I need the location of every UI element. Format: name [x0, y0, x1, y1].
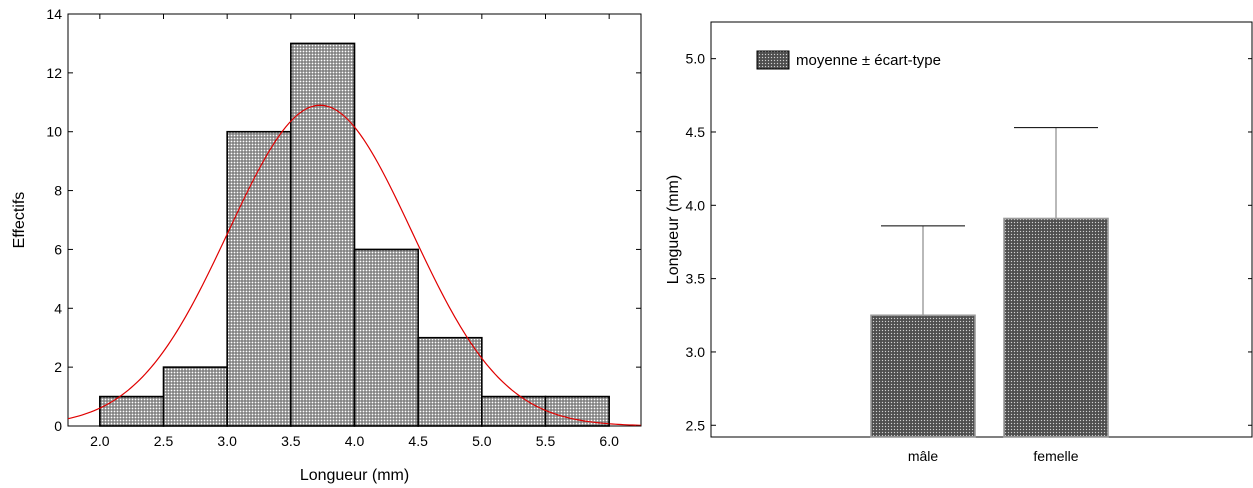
y-tick-label: 5.0: [686, 51, 706, 67]
y-tick-label: 4: [54, 300, 62, 316]
y-tick-label: 10: [46, 124, 62, 140]
x-tick-label: 2.0: [90, 433, 110, 449]
y-tick-label: 2: [54, 359, 62, 375]
mean-bar-chart: mâle femelle 2.5 3.0 3.5 4.0 4.5 5.0 moyenne ± é…: [665, 21, 1253, 464]
category-label: femelle: [1033, 448, 1078, 464]
y-tick-label: 6: [54, 241, 62, 257]
y-tick-label: 2.5: [686, 417, 706, 433]
histogram-bar: [226, 130, 292, 427]
y-tick-label: 14: [46, 6, 62, 22]
y-tick-label: 4.0: [686, 197, 706, 213]
plot-frame: [710, 21, 1253, 438]
histogram-bar: [99, 395, 165, 427]
y-axis-title: Effectifs: [11, 192, 28, 249]
y-axis-title: Longueur (mm): [665, 175, 682, 284]
y-tick-label: 0: [54, 418, 62, 434]
histogram-bar: [162, 366, 228, 427]
legend-label: moyenne ± écart-type: [796, 52, 941, 69]
mean-bar: [1003, 217, 1109, 438]
x-tick-label: 5.0: [472, 433, 492, 449]
histogram-bar: [353, 248, 419, 427]
histogram-bar: [290, 42, 356, 427]
y-tick-label: 12: [46, 65, 62, 81]
x-tick-label: 3.0: [217, 433, 237, 449]
x-tick-label: 3.5: [281, 433, 301, 449]
y-tick-label: 3.5: [686, 271, 706, 287]
y-tick-label: 3.0: [686, 344, 706, 360]
x-tick-label: 2.5: [154, 433, 174, 449]
category-label: mâle: [908, 448, 939, 464]
x-axis-title: Longueur (mm): [300, 467, 409, 484]
histogram-chart: 2.0 2.5 3.0 3.5 4.0 4.5 5.0 5.5 6.0 0 2 4 6 8 10 12 14 Lo…: [11, 6, 642, 484]
y-tick-label: 4.5: [686, 124, 706, 140]
histogram-bar: [481, 395, 547, 427]
histogram-bar: [417, 336, 483, 427]
x-tick-label: 4.5: [408, 433, 428, 449]
mean-bar: [870, 314, 976, 438]
legend-swatch: [756, 50, 790, 70]
histogram-bar: [544, 395, 610, 427]
x-tick-label: 4.0: [345, 433, 365, 449]
x-tick-label: 5.5: [536, 433, 556, 449]
y-tick-label: 8: [54, 183, 62, 199]
x-tick-label: 6.0: [599, 433, 619, 449]
normal-fit-curve: [67, 104, 642, 426]
